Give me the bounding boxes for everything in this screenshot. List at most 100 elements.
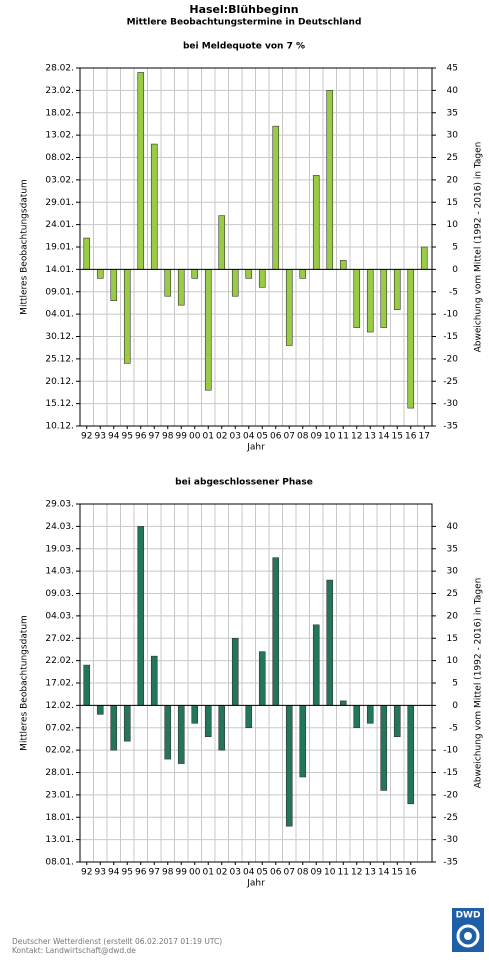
x-tick-label: 10: [324, 432, 336, 442]
bar: [218, 215, 226, 270]
x-tick-label: 93: [95, 432, 106, 442]
x-tick-label: 01: [203, 432, 214, 442]
x-tick-label: 07: [284, 868, 295, 878]
x-tick-label: 01: [203, 868, 214, 878]
x-tick-label: 99: [176, 432, 188, 442]
y2-tick-label: -25: [443, 813, 458, 823]
y-tick-label: 04.03.: [45, 611, 74, 621]
y-tick-label: 09.01.: [45, 287, 74, 297]
x-tick-label: 94: [108, 432, 120, 442]
y2-tick-label: 10: [447, 220, 459, 230]
y-tick-label: 08.02.: [45, 153, 74, 163]
bar: [177, 705, 185, 764]
y-axis-label: Mittleres Beobachtungsdatum: [20, 179, 30, 315]
y-tick-label: 18.01.: [45, 813, 74, 823]
x-tick-label: 11: [338, 868, 349, 878]
y-tick-label: 27.02.: [45, 634, 74, 644]
bar: [312, 175, 320, 270]
y-tick-label: 02.02.: [45, 746, 74, 756]
bar: [96, 269, 104, 279]
x-tick-label: 04: [243, 432, 255, 442]
x-tick-label: 96: [135, 432, 147, 442]
y-tick-label: 12.02.: [45, 701, 74, 711]
bar: [312, 624, 320, 706]
y-axis-label: Mittleres Beobachtungsdatum: [20, 615, 30, 751]
y2-tick-label: -20: [443, 354, 458, 364]
x-tick-label: 98: [162, 432, 174, 442]
y-tick-label: 23.01.: [45, 790, 74, 800]
logo-swirl: [456, 924, 480, 948]
bar: [299, 705, 307, 778]
x-tick-label: 17: [419, 432, 430, 442]
plot-frame: [79, 503, 433, 863]
bar: [164, 269, 172, 297]
x-tick-label: 02: [216, 432, 227, 442]
bar: [110, 269, 118, 302]
y2-tick-label: 15: [447, 198, 458, 208]
x-tick-label: 07: [284, 432, 295, 442]
x-tick-label: 06: [270, 868, 282, 878]
y2-tick-label: 15: [447, 634, 458, 644]
bar: [380, 705, 388, 791]
y2-tick-label: 35: [447, 544, 458, 554]
bar: [231, 637, 239, 706]
bar: [339, 260, 347, 270]
bar: [353, 269, 361, 328]
y2-tick-label: -5: [449, 287, 458, 297]
bar: [110, 705, 118, 751]
y-tick-label: 23.02.: [45, 86, 74, 96]
x-tick-label: 03: [230, 432, 241, 442]
bar: [191, 269, 199, 279]
y-tick-label: 19.01.: [45, 243, 74, 253]
bar: [393, 269, 401, 310]
x-tick-label: 96: [135, 868, 147, 878]
bar: [366, 269, 374, 333]
bar: [407, 705, 415, 805]
bar: [245, 705, 253, 729]
bar: [407, 269, 415, 409]
bar: [123, 705, 131, 742]
bar: [123, 269, 131, 364]
y-tick-label: 20.12.: [45, 377, 74, 387]
x-tick-label: 93: [95, 868, 106, 878]
x-tick-label: 06: [270, 432, 282, 442]
y-tick-label: 24.03.: [45, 522, 74, 532]
y2-tick-label: 5: [452, 679, 458, 689]
footer-credit: Deutscher Wetterdienst (erstellt 06.02.2…: [12, 937, 222, 946]
bar: [353, 705, 361, 729]
y-tick-label: 03.02.: [45, 175, 74, 185]
x-tick-label: 98: [162, 868, 174, 878]
x-tick-label: 92: [81, 432, 92, 442]
chart-title: bei Meldequote von 7 %: [183, 42, 305, 52]
bar: [245, 269, 253, 279]
y2-tick-label: 30: [447, 131, 459, 141]
x-tick-label: 95: [122, 432, 133, 442]
y-tick-label: 14.03.: [45, 567, 74, 577]
bar: [83, 237, 91, 270]
y2-tick-label: -35: [443, 422, 458, 432]
logo-swirl-core: [464, 932, 472, 940]
y-tick-label: 08.01.: [45, 858, 74, 868]
x-tick-label: 05: [257, 868, 268, 878]
bar: [258, 269, 266, 288]
y2-tick-label: 45: [447, 64, 458, 74]
bar: [285, 269, 293, 346]
y-tick-label: 19.03.: [45, 544, 74, 554]
y-tick-label: 14.01.: [45, 265, 74, 275]
bar: [150, 655, 158, 706]
y2-tick-label: 35: [447, 108, 458, 118]
y2-tick-label: 0: [452, 265, 458, 275]
x-tick-label: 99: [176, 868, 188, 878]
y2-tick-label: -35: [443, 858, 458, 868]
y2-axis-label: Abweichung vom Mittel (1992 - 2016) in T…: [474, 578, 484, 789]
y-tick-label: 13.01.: [45, 835, 74, 845]
y2-tick-label: -15: [443, 332, 458, 342]
y-tick-label: 28.02.: [45, 64, 74, 74]
y-tick-label: 22.02.: [45, 656, 74, 666]
x-tick-label: 13: [365, 868, 376, 878]
y-tick-label: 15.12.: [45, 399, 74, 409]
y2-tick-label: 5: [452, 243, 458, 253]
y2-tick-label: -10: [443, 746, 458, 756]
x-tick-label: 00: [189, 432, 201, 442]
